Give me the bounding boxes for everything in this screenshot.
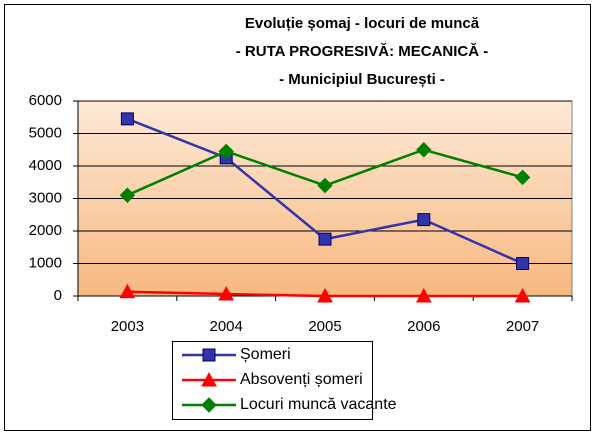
x-tick-label: 2005: [308, 318, 341, 335]
legend-label: Locuri muncă vacante: [240, 396, 397, 413]
legend-marker: [201, 397, 217, 413]
y-tick-label: 3000: [29, 189, 62, 206]
marker: [218, 143, 234, 160]
y-tick-label: 4000: [29, 157, 62, 174]
y-tick-label: 2000: [29, 222, 62, 239]
y-tick-label: 0: [54, 287, 62, 304]
x-tick-label: 2003: [111, 318, 144, 335]
marker: [415, 287, 432, 303]
chart-title: Evoluție șomaj - locuri de muncă: [245, 15, 480, 32]
chart-title: - RUTA PROGRESIVĂ: MECANICĂ -: [236, 43, 489, 60]
x-tick-label: 2004: [210, 318, 243, 335]
marker: [417, 213, 431, 227]
marker: [119, 187, 136, 203]
marker: [218, 285, 235, 301]
marker: [120, 112, 134, 126]
chart-title: - Municipiul București -: [279, 71, 445, 88]
legend-marker: [202, 348, 216, 362]
legend-marker: [201, 371, 217, 387]
marker: [318, 232, 332, 246]
legend-label: Șomeri: [240, 346, 291, 363]
marker: [416, 142, 432, 158]
marker: [119, 283, 136, 299]
marker: [514, 287, 531, 303]
marker: [317, 287, 333, 303]
marker: [514, 169, 531, 186]
y-tick-label: 6000: [29, 92, 62, 109]
legend-label: Absovenți șomeri: [240, 371, 363, 388]
y-tick-label: 5000: [29, 124, 62, 141]
y-tick-label: 1000: [29, 254, 62, 271]
marker: [516, 257, 530, 270]
x-tick-label: 2006: [407, 318, 440, 335]
x-tick-label: 2007: [506, 318, 539, 335]
marker: [317, 177, 333, 194]
